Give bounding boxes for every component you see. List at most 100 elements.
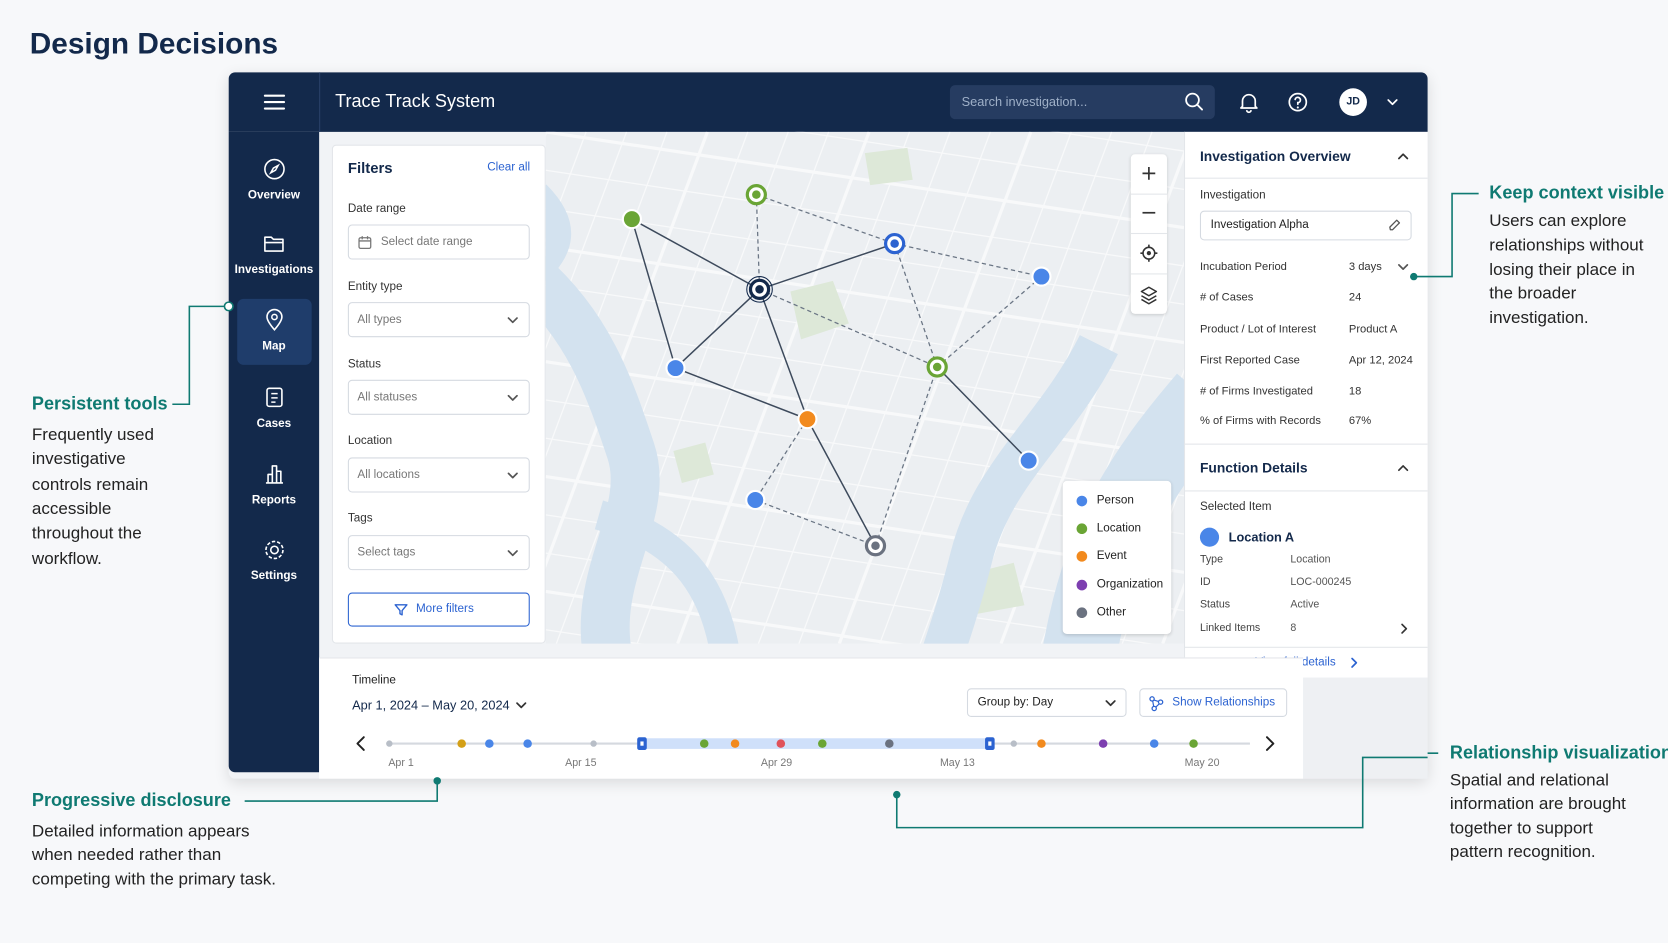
control-divider xyxy=(1130,273,1167,275)
timeline-event xyxy=(885,739,894,748)
zoom-out[interactable] xyxy=(1140,204,1157,221)
nav-icon[interactable] xyxy=(261,462,287,488)
map-node xyxy=(745,489,766,511)
map-node-core xyxy=(755,285,764,294)
icon-shape xyxy=(1052,131,1184,152)
filter-input[interactable] xyxy=(347,224,530,260)
icon-shape xyxy=(1149,696,1155,702)
icon-shape xyxy=(757,131,951,644)
timeline-next[interactable] xyxy=(1263,735,1278,752)
icon-shape xyxy=(1387,99,1398,106)
icon-shape xyxy=(1389,219,1401,231)
show-relationships-label[interactable]: Show Relationships xyxy=(1172,696,1276,709)
icon-shape xyxy=(837,131,1033,644)
selected-swatch xyxy=(1199,527,1220,547)
icon-shape xyxy=(1294,96,1302,106)
icon-shape xyxy=(1105,700,1116,707)
icon-shape xyxy=(545,256,660,644)
zoom-in[interactable] xyxy=(1140,165,1157,182)
header-divider xyxy=(319,72,321,132)
more-filters-label[interactable]: More filters xyxy=(415,602,474,616)
annotation-text: workflow. xyxy=(31,549,102,568)
chevron xyxy=(516,702,527,709)
icon-shape xyxy=(1142,167,1156,180)
timeline-event xyxy=(1149,739,1159,748)
icon-shape xyxy=(1240,93,1258,114)
filter-input[interactable] xyxy=(347,302,530,338)
nav-icon[interactable] xyxy=(261,307,287,333)
icon-shape xyxy=(1398,465,1409,472)
legend-swatch xyxy=(1076,607,1088,619)
show-relationships-button[interactable] xyxy=(1139,688,1288,717)
locate[interactable] xyxy=(1139,244,1158,263)
search-icon[interactable] xyxy=(1184,91,1205,112)
search-box[interactable] xyxy=(949,85,1215,120)
filters-title: Filters xyxy=(347,159,393,177)
icon-shape xyxy=(1288,92,1308,112)
icon-shape xyxy=(545,207,1184,305)
filter-placeholder: All locations xyxy=(357,468,420,482)
timeline-label: May 20 xyxy=(1184,757,1220,770)
filter-input[interactable] xyxy=(347,457,530,493)
icon-shape xyxy=(545,184,571,282)
icon-shape xyxy=(545,169,1184,267)
clear-all[interactable]: Clear all xyxy=(487,161,531,174)
more-filters-button[interactable] xyxy=(347,592,530,627)
edit-icon[interactable] xyxy=(1387,218,1402,233)
help-icon[interactable] xyxy=(1287,91,1308,112)
control-divider xyxy=(1130,193,1167,195)
layers[interactable] xyxy=(1139,285,1158,305)
icon-shape xyxy=(798,131,991,644)
detail-row-value: Location xyxy=(1290,554,1331,566)
nav-label[interactable]: Overview xyxy=(247,188,300,202)
nav-label[interactable]: Map xyxy=(262,339,286,353)
detail-panel xyxy=(1183,131,1428,678)
overview-row-value: 18 xyxy=(1348,384,1362,398)
map-node-core xyxy=(890,239,899,248)
icon-shape xyxy=(796,131,1184,190)
nav-label[interactable]: Settings xyxy=(250,569,298,583)
overview-row-label: Product / Lot of Interest xyxy=(1199,323,1317,336)
nav-label[interactable]: Cases xyxy=(256,417,292,431)
icon-shape xyxy=(1266,736,1275,751)
timeline-event xyxy=(485,739,494,748)
group-by-select[interactable] xyxy=(966,688,1127,717)
avatar[interactable] xyxy=(1339,88,1367,116)
map-node-core xyxy=(932,362,942,372)
connector-dot xyxy=(893,790,901,799)
filter-input[interactable] xyxy=(347,379,530,415)
timeline-event xyxy=(457,739,466,748)
timeline-event xyxy=(730,739,740,748)
icon-shape xyxy=(359,236,371,242)
annotation-text: Frequently used xyxy=(31,425,154,445)
overview-row-value: Apr 12, 2024 xyxy=(1348,353,1413,367)
timeline-label: Apr 1 xyxy=(388,757,414,770)
investigation-input[interactable] xyxy=(1199,210,1412,241)
investigation-label: Investigation xyxy=(1199,188,1266,202)
filter-label: Tags xyxy=(347,512,373,525)
icon-shape xyxy=(1296,106,1299,109)
nav-label[interactable]: Reports xyxy=(251,494,297,507)
timeline-prev[interactable] xyxy=(353,735,368,752)
chevron xyxy=(1387,99,1398,106)
timeline-range[interactable]: Apr 1, 2024 – May 20, 2024 xyxy=(352,697,510,713)
nav-icon[interactable] xyxy=(261,231,287,257)
chevron xyxy=(507,317,518,324)
legend-swatch xyxy=(1076,579,1088,591)
nav-icon[interactable] xyxy=(261,156,287,182)
map-edge-dashed xyxy=(936,276,1042,368)
icon-shape xyxy=(264,540,284,560)
nav-icon[interactable] xyxy=(261,537,287,563)
annotation-text: controls remain xyxy=(31,475,149,494)
bell-icon[interactable] xyxy=(1238,91,1259,114)
panel-divider xyxy=(1183,177,1428,179)
overview-row-label: First Reported Case xyxy=(1199,353,1300,367)
annotation-title: Persistent tools xyxy=(31,393,168,414)
filter-input[interactable] xyxy=(347,535,530,571)
avatar-initials: JD xyxy=(1346,95,1360,108)
icon-shape xyxy=(270,392,278,403)
nav-label[interactable]: Investigations xyxy=(234,263,314,276)
nav-icon[interactable] xyxy=(261,384,287,410)
timeline-side xyxy=(1303,677,1428,779)
menu-icon[interactable] xyxy=(263,93,286,112)
